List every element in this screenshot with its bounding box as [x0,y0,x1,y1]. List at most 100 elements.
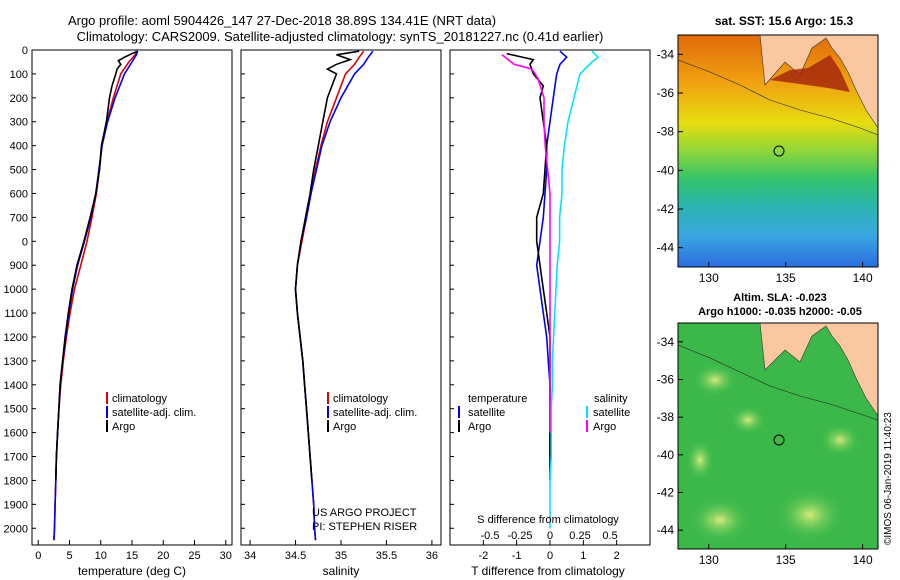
map-x-tick-label: 130 [699,271,719,285]
depth-tick-label: 0 [22,45,28,57]
legend-sal-satellite-label: satellite [593,407,630,419]
profile-line [53,50,138,541]
salinity-legend: climatology satellite-adj. clim. Argo [327,392,417,433]
depth-tick-label: 400 [10,141,28,153]
s-difference-tick-label: 0 [547,530,553,542]
map-x-tick-label: 140 [853,553,873,567]
x-tick-label: 10 [95,550,107,562]
legend-satellite-label: satellite-adj. clim. [333,407,417,419]
sla-shelf-contour [677,344,879,421]
sla-anomaly [820,424,860,456]
pi-annotation: PI: STEPHEN RISER [312,521,417,533]
difference-legend: temperature satellite Argo salinity sate… [458,393,630,433]
sla-anomaly [690,498,750,542]
salinity-panel-frame [240,49,442,546]
sla-map-title-line1: Altim. SLA: -0.023 [733,292,827,304]
depth-tick-label: 100 [10,69,28,81]
depth-tick-label: 1300 [4,356,28,368]
depth-tick-label: 1600 [4,428,28,440]
sst-field [678,35,878,267]
difference-line [501,54,551,433]
sla-profile-marker [773,434,785,446]
x-tick-label: 20 [157,550,169,562]
imos-watermark: ©IMOS 06-Jan-2019 11:40:23 [883,412,894,545]
x-tick-label: 35 [335,550,347,562]
legend-argo-swatch [106,420,108,432]
x-tick-label: 25 [188,550,200,562]
salinity-plot [294,50,374,541]
sla-map-frame [677,322,879,550]
temperature-plot [53,50,139,541]
temperature-x-axis: 0 5 10 15 20 25 30 [35,540,232,562]
depth-tick-label: 0 [22,236,28,248]
x-tick-label: 5 [66,550,72,562]
map-y-tick-label: -42 [657,202,675,216]
sla-map-title-line2: Argo h1000: -0.035 h2000: -0.05 [698,306,862,318]
map-y-tick-label: -36 [657,373,675,387]
map-x-tick-label: 130 [699,553,719,567]
x-tick-label: 0 [35,550,41,562]
sla-anomaly [693,364,737,396]
depth-tick-label: 200 [10,93,28,105]
s-difference-tick-label: -0.25 [507,530,532,542]
legend-sal-argo-label: Argo [593,421,616,433]
legend-temp-satellite-label: satellite [468,407,505,419]
temperature-panel-frame [31,49,233,546]
map-x-tick-label: 135 [776,271,796,285]
figure-title-line1: Argo profile: aoml 5904426_147 27-Dec-20… [68,13,496,28]
map-y-tick-label: -40 [657,448,675,462]
sst-map-frame [677,34,879,268]
difference-line [549,50,600,529]
profile-line [294,50,374,541]
sla-anomaly [730,406,766,434]
depth-tick-label: 900 [10,260,28,272]
x-tick-label: 1 [580,550,586,562]
sst-map-title: sat. SST: 15.6 Argo: 15.3 [715,14,854,28]
x-tick-label: -1 [512,550,522,562]
x-tick-label: 0 [547,550,553,562]
difference-axis-label: T difference from climatology [471,564,625,578]
depth-tick-label: 1000 [4,284,28,296]
legend-satellite-swatch [106,406,108,418]
legend-climatology-swatch [106,392,108,404]
sst-map-axes: 130 135 140 -34 -36 -38 -40 -42 -44 [657,47,873,285]
x-tick-label: 34.5 [285,550,306,562]
depth-tick-label: 1100 [4,308,28,320]
map-y-tick-label: -44 [657,241,675,255]
temperature-axis-label: temperature (deg C) [78,564,186,578]
salinity-axis-label: salinity [323,564,360,578]
map-y-tick-label: -34 [657,335,675,349]
difference-x-axis: -2 -1 0 1 2 [478,540,620,562]
temperature-legend: climatology satellite-adj. clim. Argo [106,392,196,433]
sla-anomaly [686,440,714,480]
legend-argo-label: Argo [333,421,356,433]
depth-axis: 0 100 200 300 400 500 600 700 0 900 1000 1100 1200 13… [4,45,454,535]
legend-climatology-swatch [327,392,329,404]
figure-title-line2: Climatology: CARS2009. Satellite-adjuste… [77,29,604,44]
legend-sal-satellite-swatch [586,406,588,418]
depth-tick-label: 1500 [4,404,28,416]
profile-line [294,50,360,481]
s-difference-tick-label: 0.5 [602,530,617,542]
legend-salinity-title: salinity [594,393,628,405]
legend-satellite-swatch [327,406,329,418]
map-y-tick-label: -38 [657,410,675,424]
legend-climatology-label: climatology [333,393,389,405]
legend-temp-argo-label: Argo [468,421,491,433]
sst-shelf-contour [677,59,879,136]
x-tick-label: 34 [244,550,256,562]
map-y-tick-label: -38 [657,125,675,139]
s-difference-axis-label: S difference from climatology [477,514,619,526]
profile-line [55,50,138,481]
legend-argo-swatch [327,420,329,432]
sst-warm-coast [770,55,850,92]
depth-tick-label: 1700 [4,452,28,464]
map-y-tick-label: -44 [657,523,675,537]
legend-argo-label: Argo [112,421,135,433]
salinity-x-axis: 34 34.5 35 35.5 36 [244,540,438,562]
sla-map-axes: 130 135 140 -34 -36 -38 -40 -42 -44 [657,335,873,567]
depth-tick-label: 1200 [4,332,28,344]
depth-tick-label: 2000 [4,523,28,535]
depth-tick-label: 1900 [4,499,28,511]
